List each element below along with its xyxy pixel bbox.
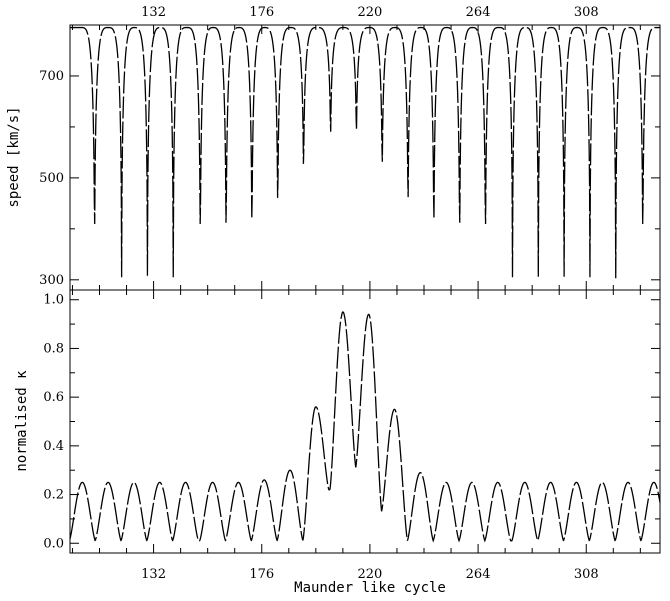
y-tick-label: 1.0 — [43, 293, 64, 308]
top-panel-frame — [69, 24, 661, 291]
bottom-xlabel: Maunder like cycle — [294, 580, 446, 596]
kappa-series-line — [69, 311, 661, 543]
x-tick-label-top: 308 — [574, 5, 599, 20]
x-tick-label: 132 — [141, 567, 166, 582]
curves — [69, 26, 661, 543]
x-tick-label: 308 — [574, 567, 599, 582]
x-tick-label-top: 264 — [466, 5, 491, 20]
y-tick-label: 0.6 — [43, 390, 64, 405]
y-tick-label: 0.0 — [43, 536, 64, 551]
y-tick-label: 700 — [39, 69, 64, 84]
x-tick-label: 176 — [249, 567, 274, 582]
y-tick-label: 0.8 — [43, 341, 64, 356]
x-tick-label-top: 176 — [249, 5, 274, 20]
y-tick-label: 300 — [39, 273, 64, 288]
y-tick-label: 0.4 — [43, 439, 64, 454]
x-tick-label-top: 220 — [358, 5, 383, 20]
x-tick-label: 264 — [466, 567, 491, 582]
y-tick-label: 0.2 — [43, 488, 64, 503]
x-tick-label-top: 132 — [141, 5, 166, 20]
x-tick-label: 220 — [358, 567, 383, 582]
top-ylabel: speed [km/s] — [6, 106, 22, 207]
bottom-ylabel: normalised κ — [14, 370, 30, 472]
speed-series-line — [70, 26, 660, 279]
axis-ticks: 300 500 700 0.0 0.2 0.4 0.6 0.8 1.0 132 176 220 264 3… — [39, 5, 660, 582]
y-tick-label: 500 — [39, 171, 64, 186]
